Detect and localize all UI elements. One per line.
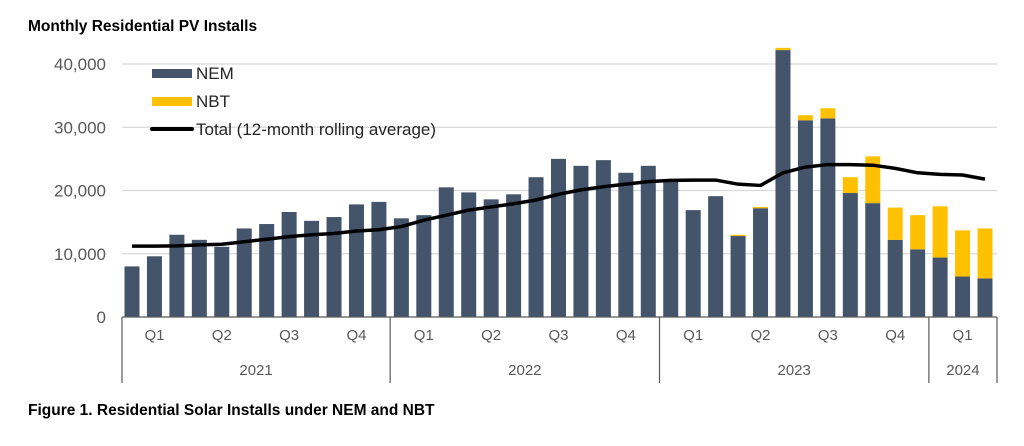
bar-nem <box>506 194 522 317</box>
x-year-label: 2023 <box>778 362 811 379</box>
y-tick-label: 40,000 <box>54 55 106 74</box>
bar-nem <box>887 239 903 317</box>
bar-nem <box>461 192 477 317</box>
x-year-label: 2022 <box>508 362 541 379</box>
bar-nem <box>910 249 926 317</box>
bar-nem <box>573 165 589 317</box>
y-tick-label: 0 <box>97 308 106 327</box>
bar-nem <box>932 257 948 317</box>
x-quarter-label: Q1 <box>953 327 973 344</box>
bar-nem <box>955 276 971 317</box>
x-quarter-label: Q1 <box>414 327 434 344</box>
bar-nem <box>483 199 499 317</box>
bar-nbt <box>753 206 769 209</box>
bar-nem <box>663 181 679 317</box>
bar-nem <box>753 208 769 317</box>
bar-nbt <box>842 177 858 194</box>
bar-nem <box>528 177 544 317</box>
bar-nem <box>393 218 409 317</box>
bar-nbt <box>865 156 881 204</box>
bar-nem <box>595 160 611 317</box>
bar-nem <box>169 234 185 317</box>
x-quarter-label: Q2 <box>751 327 771 344</box>
legend-label: NEM <box>196 64 234 83</box>
x-quarter-label: Q4 <box>616 327 636 344</box>
bar-nem <box>618 172 634 317</box>
bar-nem <box>259 224 275 317</box>
legend-swatch-nem <box>152 69 192 78</box>
bar-nbt <box>797 115 813 121</box>
bar-nem <box>842 193 858 317</box>
bar-nem <box>775 50 791 318</box>
bar-nem <box>326 217 342 317</box>
bar-nem <box>977 278 993 317</box>
x-quarter-label: Q3 <box>818 327 838 344</box>
legend-label: NBT <box>196 92 230 111</box>
x-quarter-label: Q3 <box>279 327 299 344</box>
bar-nem <box>146 256 162 317</box>
x-quarter-label: Q4 <box>346 327 366 344</box>
bar-nem <box>438 187 454 317</box>
x-year-label: 2021 <box>239 362 272 379</box>
legend-label: Total (12-month rolling average) <box>196 120 436 139</box>
bar-nem <box>640 165 656 317</box>
bar-nbt <box>955 230 971 277</box>
bar-nem <box>551 158 566 317</box>
bar-nem <box>281 212 297 317</box>
bar-nem <box>371 201 387 317</box>
y-tick-label: 20,000 <box>54 182 106 201</box>
bar-nbt <box>887 207 903 240</box>
bar-nbt <box>977 228 993 279</box>
bar-nbt <box>820 108 836 119</box>
bar-nbt <box>910 215 926 250</box>
bar-nem <box>191 239 207 317</box>
y-tick-label: 30,000 <box>54 118 106 137</box>
bar-nem <box>708 196 724 317</box>
line-total-rolling-average <box>132 162 986 248</box>
x-quarter-label: Q2 <box>481 327 501 344</box>
bar-nem <box>730 236 746 317</box>
chart-title: Monthly Residential PV Installs <box>28 18 258 35</box>
bar-nem <box>124 266 140 317</box>
bar-nem <box>214 246 230 317</box>
y-tick-label: 10,000 <box>54 245 106 264</box>
x-quarter-label: Q4 <box>885 327 905 344</box>
x-quarter-label: Q1 <box>683 327 703 344</box>
x-quarter-label: Q1 <box>144 327 164 344</box>
figure-caption: Figure 1. Residential Solar Installs und… <box>28 402 435 419</box>
bar-nem <box>797 120 813 317</box>
x-year-label: 2024 <box>946 362 979 379</box>
bar-nem <box>304 220 320 317</box>
x-quarter-label: Q3 <box>548 327 568 344</box>
bar-nem <box>236 228 252 317</box>
bar-nbt <box>730 234 746 237</box>
bar-nem <box>820 118 836 318</box>
bar-nem <box>685 210 701 317</box>
bar-nem <box>348 204 364 317</box>
bar-nem <box>416 215 432 317</box>
bar-nem <box>865 203 881 317</box>
x-quarter-label: Q2 <box>212 327 232 344</box>
bar-nbt <box>775 47 791 51</box>
bar-nbt <box>932 206 948 258</box>
legend-swatch-nbt <box>152 97 192 106</box>
